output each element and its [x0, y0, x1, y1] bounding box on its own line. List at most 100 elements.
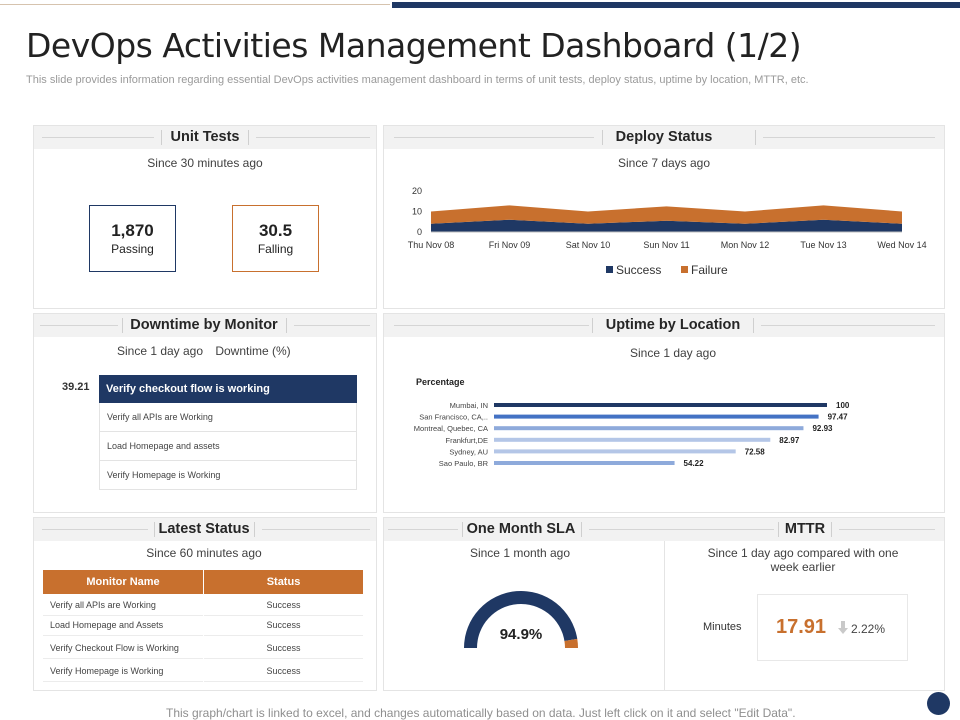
uptime-by-location-chart: Percentage Mumbai, IN 100 San Francisco, CA…	[414, 377, 850, 468]
failing-stat: 30.5 Falling	[232, 205, 319, 272]
panel-title: Latest Status	[158, 521, 250, 537]
category-label: Mumbai, IN	[450, 401, 488, 410]
gauge-center-label: 94.9%	[500, 626, 543, 643]
y-tick-label: 20	[412, 186, 422, 196]
panel-header: Unit Tests	[34, 126, 376, 149]
downtime-value: 39.21	[62, 381, 90, 393]
bar-3	[494, 437, 771, 442]
x-tick-label: Wed Nov 14	[877, 240, 926, 250]
table-cell-status: Success	[204, 614, 363, 636]
bar-1	[494, 414, 819, 419]
x-tick-label: Thu Nov 08	[408, 240, 455, 250]
passing-stat: 1,870 Passing	[89, 205, 176, 272]
value-label: 72.58	[745, 447, 766, 456]
since-label: Since 1 day ago	[116, 344, 204, 358]
category-label: San Francisco, CA,..	[419, 413, 488, 422]
latest-status-panel: Latest Status	[33, 517, 377, 691]
bar-5	[494, 461, 675, 465]
uptime-panel: Uptime by Location Since 1 day ago Perce…	[383, 313, 945, 513]
table-cell-status: Success	[204, 660, 363, 682]
y-tick-label: 0	[417, 227, 422, 237]
top-accent-line	[0, 4, 390, 5]
area-series-failure	[431, 205, 902, 224]
legend-label-failure: Failure	[691, 263, 728, 277]
category-label: Frankfurt,DE	[445, 436, 488, 445]
x-tick-label: Fri Nov 09	[489, 240, 531, 250]
panel-header: Uptime by Location	[384, 314, 944, 337]
failing-label: Falling	[257, 242, 294, 256]
value-label: 82.97	[779, 436, 800, 445]
mttr-unit-label: Minutes	[703, 621, 742, 633]
sla-title: One Month SLA	[466, 521, 576, 537]
passing-value: 1,870	[111, 221, 154, 240]
deploy-status-chart: 0 10 20 Thu Nov 08 Fri Nov 09 Sat Nov 10 Sun N…	[408, 186, 927, 277]
mttr-box	[757, 594, 908, 661]
deploy-status-panel: Deploy Status Since 7 days ago 0 10 20 Thu …	[383, 125, 945, 309]
downtime-item-homepage[interactable]: Verify Homepage is Working	[99, 461, 357, 490]
chart-axis-label: Percentage	[416, 377, 465, 387]
failing-value: 30.5	[258, 221, 293, 240]
panel-header: Deploy Status	[384, 126, 944, 149]
table-cell-monitor: Verify Checkout Flow is Working	[43, 637, 203, 659]
panel-title: Deploy Status	[615, 129, 713, 145]
panel-header: One Month SLA MTTR	[384, 518, 944, 541]
x-tick-label: Sun Nov 11	[643, 240, 689, 250]
downtime-item-checkout[interactable]: Verify checkout flow is working	[99, 375, 357, 403]
table-header-status: Status	[204, 570, 363, 594]
downtime-panel: Downtime by Monitor	[33, 313, 377, 513]
panel-header: Downtime by Monitor	[34, 314, 376, 337]
since-label: Since 1 day ago	[629, 346, 717, 360]
unit-tests-panel: Unit Tests Since 30 minutes ago 1,870 Pa…	[33, 125, 377, 309]
x-tick-label: Tue Nov 13	[800, 240, 846, 250]
mttr-value: 17.91	[776, 616, 827, 638]
legend-swatch-failure	[681, 266, 688, 273]
x-tick-label: Mon Nov 12	[721, 240, 770, 250]
category-label: Montreal, Quebec, CA	[414, 424, 488, 433]
table-header-monitor: Monitor Name	[43, 570, 203, 594]
table-cell-monitor: Verify all APIs are Working	[43, 594, 203, 616]
sla-gauge-chart: 94.9%	[464, 591, 578, 648]
legend-swatch-success	[606, 266, 613, 273]
bar-4	[494, 449, 736, 454]
gauge-segment-1	[564, 638, 578, 648]
down-arrow-icon	[838, 621, 848, 634]
table-cell-monitor: Load Homepage and Assets	[43, 614, 203, 636]
table-cell-status: Success	[204, 594, 363, 616]
bar-0	[494, 403, 827, 407]
page-title: DevOps Activities Management Dashboard (…	[26, 26, 802, 65]
value-label: 100	[836, 401, 850, 410]
bar-2	[494, 426, 804, 431]
since-label: Since 60 minutes ago	[146, 546, 262, 560]
panel-title: Downtime by Monitor	[130, 317, 278, 333]
y-tick-label: 10	[412, 207, 422, 217]
panel-title: Unit Tests	[170, 129, 240, 145]
value-label: 92.93	[812, 424, 833, 433]
x-tick-label: Sat Nov 10	[566, 240, 611, 250]
since-label: Since 7 days ago	[617, 156, 711, 170]
top-accent-bar	[392, 2, 960, 8]
gauge-segment-0	[464, 591, 578, 648]
mttr-title: MTTR	[784, 521, 826, 537]
area-series-success	[431, 219, 902, 232]
mttr-since-label: Since 1 day ago compared with one week e…	[707, 546, 899, 574]
downtime-item-homepage-assets[interactable]: Load Homepage and assets	[99, 432, 357, 461]
value-label: 97.47	[828, 413, 849, 422]
panel-header: Latest Status	[34, 518, 376, 541]
footer-note: This graph/chart is linked to excel, and…	[166, 706, 796, 720]
page-subtitle: This slide provides information regardin…	[26, 74, 809, 86]
passing-label: Passing	[111, 242, 154, 256]
category-label: Sao Paulo, BR	[439, 459, 489, 468]
slide-marker-dot	[927, 692, 950, 715]
mttr-change: 2.22%	[851, 622, 886, 636]
panel-title: Uptime by Location	[605, 317, 741, 333]
legend-label-success: Success	[616, 263, 661, 277]
downtime-item-apis[interactable]: Verify all APIs are Working	[99, 403, 357, 432]
sla-since-label: Since 1 month ago	[469, 546, 571, 560]
downtime-unit-label: Downtime (%)	[215, 344, 291, 358]
value-label: 54.22	[684, 459, 705, 468]
since-label: Since 30 minutes ago	[147, 156, 263, 170]
panel-divider	[664, 541, 665, 691]
category-label: Sydney, AU	[449, 447, 488, 456]
table-cell-status: Success	[204, 637, 363, 659]
table-cell-monitor: Verify Homepage is Working	[43, 660, 203, 682]
